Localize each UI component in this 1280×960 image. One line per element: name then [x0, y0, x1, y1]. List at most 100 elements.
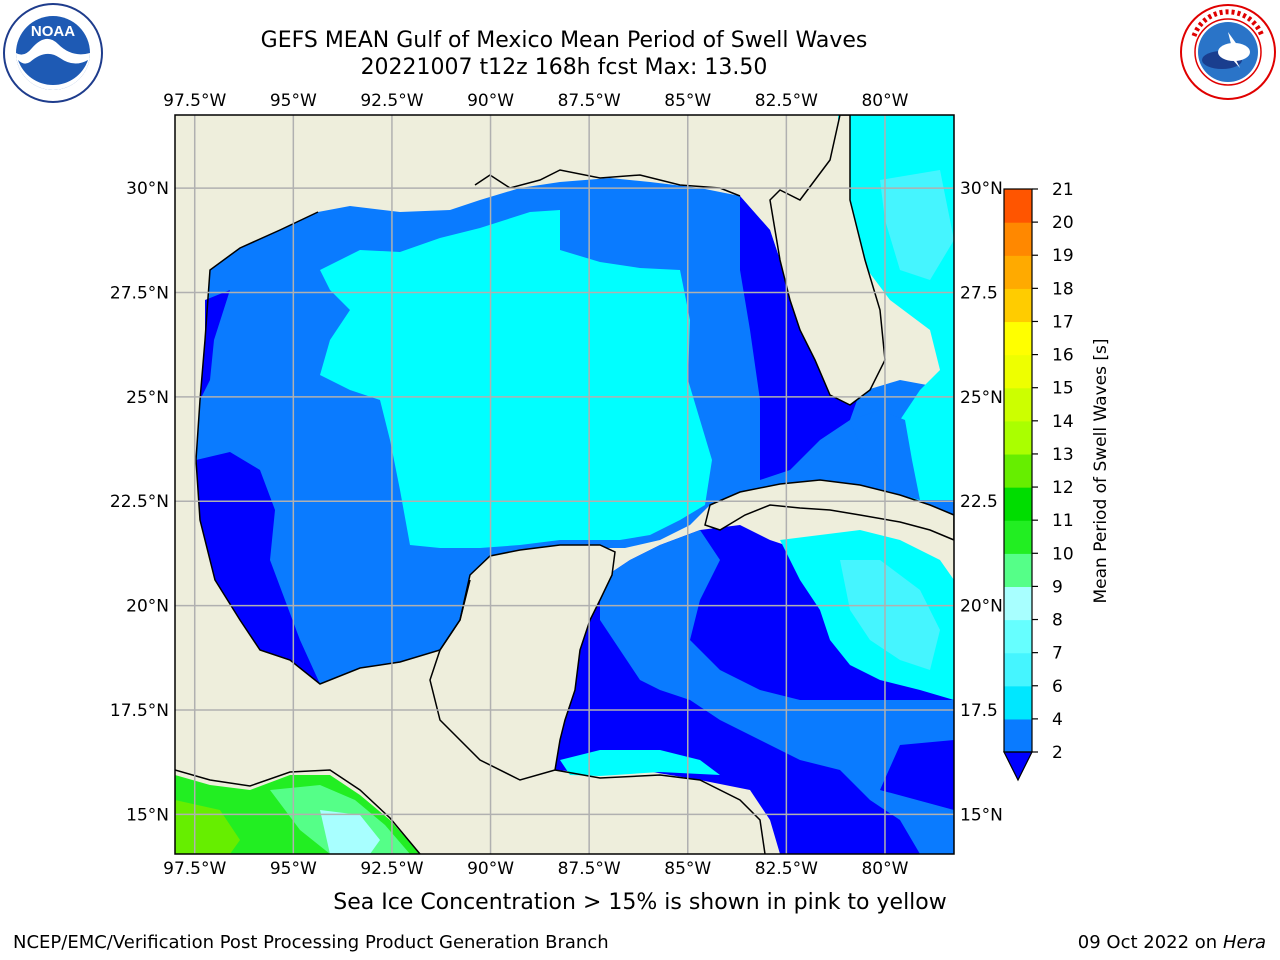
sea-ice-note: Sea Ice Concentration > 15% is shown in …: [333, 890, 947, 915]
lat-label: 30°N: [960, 179, 1003, 199]
gulf-swell-under-2s-west: [196, 452, 320, 684]
machine-name: Hera: [1222, 932, 1266, 953]
lat-label: 15°N: [126, 805, 169, 825]
colorbar-segment: [1004, 387, 1032, 422]
colorbar-segment: [1004, 586, 1032, 621]
lon-label: 87.5°W: [558, 859, 621, 879]
colorbar-segment: [1004, 288, 1032, 323]
run-date-text: 09 Oct 2022 on: [1077, 932, 1223, 953]
colorbar-tick-label: 13: [1052, 445, 1074, 465]
colorbar-label: Mean Period of Swell Waves [s]: [1091, 339, 1111, 604]
lat-label: 22.5: [960, 492, 998, 512]
colorbar-tick-label: 21: [1052, 180, 1074, 200]
colorbar-tick-label: 9: [1052, 577, 1063, 597]
lon-label: 85°W: [664, 91, 711, 111]
lat-label: 17.5: [960, 701, 998, 721]
colorbar-segment: [1004, 255, 1032, 289]
lon-label: 97.5°W: [163, 91, 226, 111]
texas-coastline: [195, 211, 471, 685]
colorbar-segment: [1004, 520, 1032, 554]
lat-label: 20°N: [960, 597, 1003, 617]
map-area: [175, 115, 954, 854]
lat-labels-left: 30°N 27.5°N 25°N 22.5°N 20°N 17.5°N 15°N: [110, 179, 169, 825]
lon-label: 87.5°W: [558, 91, 621, 111]
lat-label: 20°N: [126, 597, 169, 617]
colorbar-tick-label: 20: [1052, 213, 1074, 233]
nws-logo: [1178, 2, 1278, 102]
noaa-logo: NOAA: [2, 2, 104, 104]
colorbar-segment: [1004, 718, 1032, 753]
credit-text: NCEP/EMC/Verification Post Processing Pr…: [13, 932, 609, 953]
colorbar-under-arrow: [1003, 751, 1033, 782]
colorbar-segment: [1004, 420, 1032, 455]
colorbar-segment: [1004, 487, 1032, 521]
lat-label: 30°N: [126, 179, 169, 199]
colorbar-segment: [1004, 222, 1032, 256]
pacific-swell-12-13s: [175, 800, 240, 854]
yucatan-land: [429, 544, 616, 781]
lat-label: 25°N: [960, 388, 1003, 408]
lat-label: 25°N: [126, 388, 169, 408]
colorbar-tick-label: 19: [1052, 246, 1074, 266]
colorbar-segment: [1004, 553, 1032, 588]
lon-labels-bottom: 97.5°W 95°W 92.5°W 90°W 87.5°W 85°W 82.5°W 80°W: [163, 859, 908, 879]
lon-label: 82.5°W: [755, 859, 818, 879]
chart-title: GEFS MEAN Gulf of Mexico Mean Period of …: [260, 28, 868, 53]
lat-label: 15°N: [960, 805, 1003, 825]
chart-subtitle: 20221007 t12z 168h fcst Max: 13.50: [360, 55, 768, 80]
lat-label: 27.5: [960, 283, 998, 303]
colorbar-tick-label: 16: [1052, 346, 1074, 366]
lon-label: 80°W: [861, 91, 908, 111]
run-date: 09 Oct 2022 on Hera: [1078, 932, 1266, 953]
honduras-shelf-4-6s: [560, 750, 720, 776]
lon-label: 90°W: [467, 859, 514, 879]
caribbean-swell-6-7s: [840, 560, 940, 670]
colorbar-tick-label: 8: [1052, 611, 1063, 631]
lon-labels-top: 97.5°W 95°W 92.5°W 90°W 87.5°W 85°W 82.5°W 80°W: [163, 91, 908, 111]
gulf-swell-4-6s: [320, 210, 712, 548]
colorbar-tick-label: 17: [1052, 312, 1074, 332]
graticule: [175, 115, 954, 854]
colorbar-tick-label: 7: [1052, 644, 1063, 664]
gulf-swell-under-2s-nw: [200, 290, 230, 400]
colorbar-ticks: 2 4 6 7 8 9 10 11 12 13 14 15 16 17 18 19 20 21: [1032, 180, 1074, 763]
pacific-swell-8-9s: [320, 810, 380, 854]
cuba-land: [704, 479, 954, 541]
lon-label: 90°W: [467, 91, 514, 111]
colorbar-segment: [1004, 685, 1032, 720]
lon-label: 92.5°W: [360, 859, 423, 879]
colorbar-tick-label: 12: [1052, 478, 1074, 498]
colorbar-segment: [1004, 354, 1032, 389]
lon-label: 85°W: [664, 859, 711, 879]
colorbar-segment: [1004, 453, 1032, 488]
lat-label: 17.5°N: [110, 701, 169, 721]
lon-label: 80°W: [861, 859, 908, 879]
colorbar-frame: [1003, 188, 1033, 753]
colorbar-segment: [1004, 652, 1032, 687]
colorbar-tick-label: 11: [1052, 511, 1074, 531]
colorbar-segment: [1004, 619, 1032, 654]
honduras-coastline: [554, 769, 766, 854]
colorbar: [1003, 188, 1033, 782]
colorbar-tick-label: 10: [1052, 544, 1074, 564]
colorbar-segment: [1004, 189, 1032, 223]
lon-label: 92.5°W: [360, 91, 423, 111]
lat-label: 27.5°N: [110, 283, 169, 303]
noaa-logo-text: NOAA: [31, 23, 75, 40]
lat-label: 22.5°N: [110, 492, 169, 512]
central-america-coastline: [175, 769, 421, 854]
lon-label: 95°W: [270, 91, 317, 111]
lon-label: 95°W: [270, 859, 317, 879]
lon-label: 97.5°W: [163, 859, 226, 879]
florida-shelf-under-2s: [740, 196, 860, 480]
atlantic-swell-6-7s: [880, 170, 954, 280]
colorbar-tick-label: 2: [1052, 743, 1063, 763]
colorbar-tick-label: 15: [1052, 379, 1074, 399]
colorbar-segment: [1004, 321, 1032, 356]
colorbar-tick-label: 14: [1052, 412, 1074, 432]
colorbar-tick-label: 18: [1052, 279, 1074, 299]
lon-label: 82.5°W: [755, 91, 818, 111]
colorbar-tick-label: 4: [1052, 710, 1063, 730]
colorbar-tick-label: 6: [1052, 677, 1063, 697]
